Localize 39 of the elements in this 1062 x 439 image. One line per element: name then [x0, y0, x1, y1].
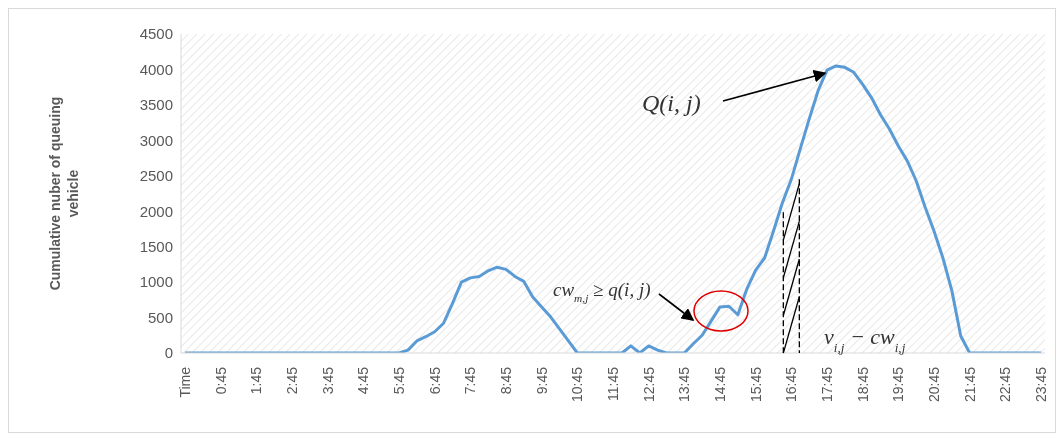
x-tick-label: 21:45	[961, 366, 978, 403]
y-tick-label: 3000	[139, 131, 173, 149]
annotation: Q(i, j)	[642, 90, 701, 116]
x-tick-label: 9:45	[533, 366, 550, 395]
x-tick-label: 15:45	[747, 366, 764, 403]
y-tick-label: 1000	[139, 273, 173, 291]
x-tick-label: 8:45	[498, 366, 514, 395]
x-tick-label: Time	[177, 366, 193, 398]
x-tick-label: 22:45	[997, 366, 1014, 403]
x-tick-label: 0:45	[212, 366, 229, 395]
x-tick-label: 23:45	[1033, 366, 1049, 403]
x-tick-label: 17:45	[819, 366, 835, 403]
annotation: v$_{i,j}$ − cw$_{i,j}$	[824, 324, 906, 355]
y-tick-label: 500	[147, 308, 173, 326]
y-tick-label: 3500	[139, 96, 173, 114]
x-tick-label: 19:45	[890, 366, 907, 403]
x-tick-label: 1:45	[248, 366, 265, 395]
x-tick-label: 3:45	[319, 366, 336, 395]
y-tick-label: 1500	[139, 237, 173, 255]
x-tick-label: 18:45	[854, 366, 871, 403]
x-tick-label: 16:45	[783, 366, 800, 403]
x-tick-label: 11:45	[605, 366, 621, 401]
annotation: cw$_{m,j}$ ≥ q(i, j)	[553, 279, 651, 304]
y-tick-label: 0	[164, 344, 173, 362]
x-tick-label: 20:45	[926, 366, 942, 403]
y-tick-label: 4000	[139, 60, 173, 78]
y-tick-label: 2500	[139, 167, 173, 185]
x-tick-label: 5:45	[391, 366, 407, 395]
x-tick-label: 14:45	[712, 366, 728, 403]
x-tick-label: 6:45	[426, 366, 443, 395]
x-tick-label: 10:45	[569, 366, 586, 403]
x-tick-label: 2:45	[284, 366, 300, 395]
y-tick-label: 2000	[139, 202, 173, 220]
x-tick-label: 13:45	[676, 366, 693, 403]
x-tick-label: 7:45	[462, 366, 479, 395]
x-tick-label: 4:45	[355, 366, 372, 395]
y-axis-title: Cumulative nuber of queuing vehicle	[47, 96, 81, 291]
x-tick-label: 12:45	[640, 366, 657, 403]
y-tick-label: 4500	[139, 25, 173, 43]
